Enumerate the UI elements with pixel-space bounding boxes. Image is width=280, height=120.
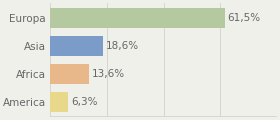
Text: 18,6%: 18,6% bbox=[106, 41, 139, 51]
Bar bbox=[50, 92, 68, 112]
Text: 6,3%: 6,3% bbox=[71, 97, 97, 107]
Bar bbox=[50, 36, 103, 56]
Bar bbox=[50, 8, 225, 28]
Bar bbox=[50, 64, 89, 84]
Text: 13,6%: 13,6% bbox=[92, 69, 125, 79]
Text: 61,5%: 61,5% bbox=[228, 13, 261, 23]
